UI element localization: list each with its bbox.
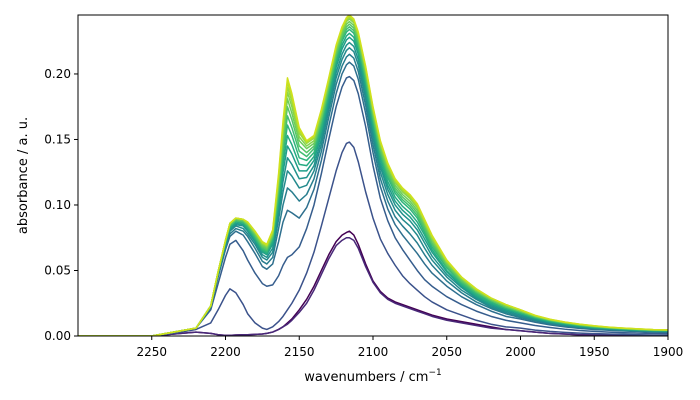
series-line-6	[78, 53, 668, 336]
x-axis-label-text: wavenumbers / cm	[304, 370, 428, 385]
y-tick-label: 0.10	[44, 198, 71, 212]
y-axis: 0.00 0.05 0.10 0.15 0.20	[44, 67, 78, 343]
x-tick-label: 2200	[210, 345, 241, 359]
x-tick-label: 1950	[579, 345, 610, 359]
y-tick-label: 0.20	[44, 67, 71, 81]
series-line-4	[78, 75, 668, 336]
series-line-2	[78, 236, 668, 336]
series-line-18	[78, 15, 668, 336]
x-tick-label: 2100	[358, 345, 389, 359]
series-line-3	[78, 141, 668, 336]
x-axis-label: wavenumbers / cm−1	[304, 368, 442, 385]
y-tick-label: 0.00	[44, 329, 71, 343]
series-line-7	[78, 47, 668, 336]
x-tick-label: 2250	[136, 345, 167, 359]
x-tick-label: 2150	[284, 345, 315, 359]
x-tick-label: 1900	[653, 345, 684, 359]
y-tick-label: 0.05	[44, 263, 71, 277]
y-tick-label: 0.15	[44, 132, 71, 146]
y-axis-label: absorbance / a. u.	[16, 117, 31, 234]
x-axis-label-exponent: −1	[428, 368, 441, 378]
series-line-5	[78, 61, 668, 336]
series-layer	[78, 15, 668, 336]
x-tick-label: 2000	[505, 345, 536, 359]
x-axis: 2250 2200 2150 2100 2050 2000 1950 1900	[136, 336, 683, 359]
x-tick-label: 2050	[431, 345, 462, 359]
